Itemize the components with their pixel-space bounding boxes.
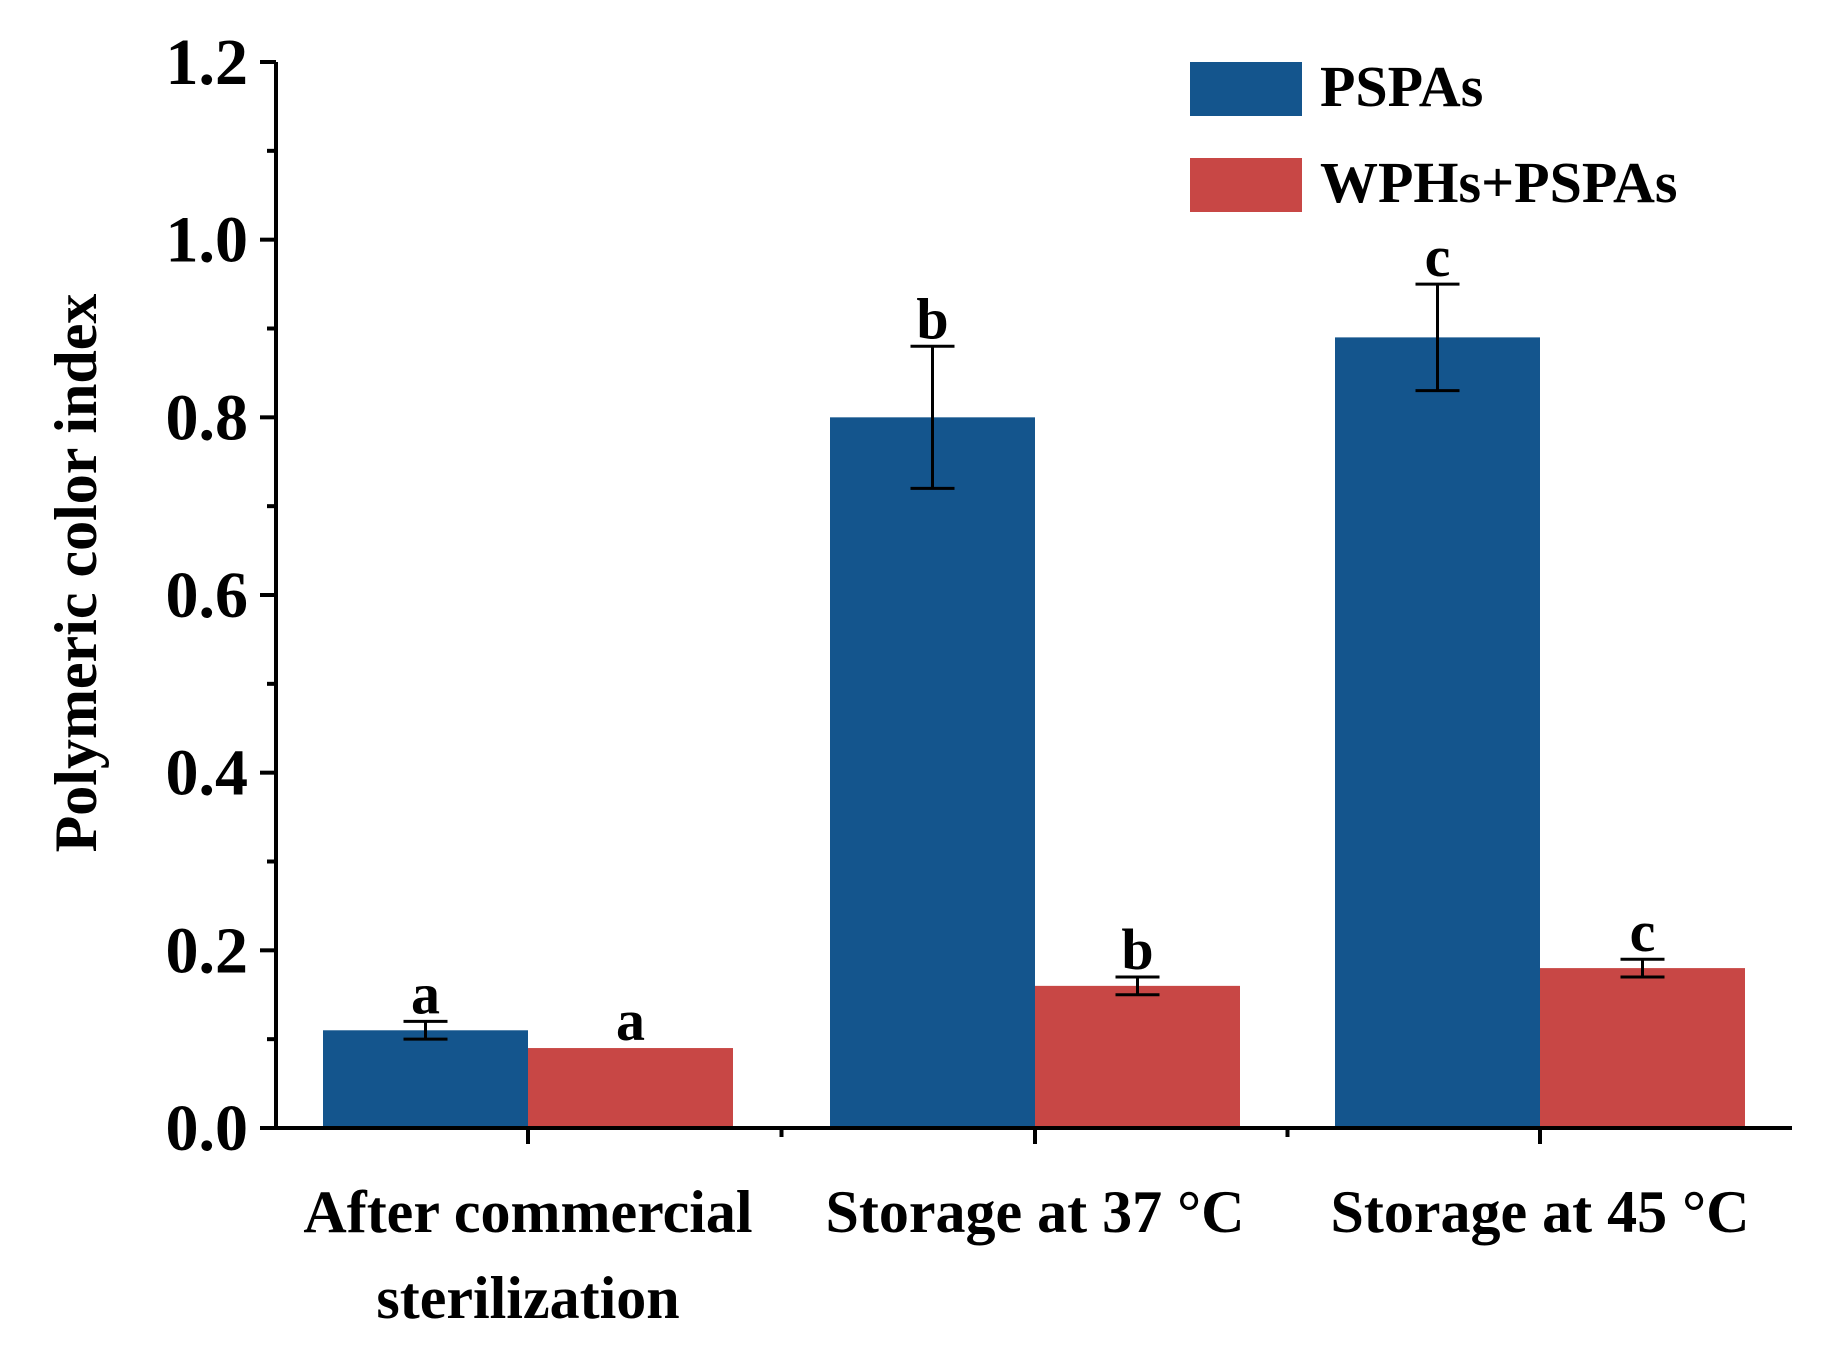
legend-item-0: PSPAs [1190, 54, 1483, 119]
bar-wphs-pspas-0 [528, 1048, 733, 1128]
significance-label: c [1425, 224, 1451, 289]
x-category-label: After commercial sterilization [303, 1179, 752, 1331]
legend-swatch [1190, 62, 1302, 116]
bar-wphs-pspas-1 [1035, 985, 1240, 1128]
y-tick-label: 1.2 [166, 26, 249, 99]
x-category-label: Storage at 37 °C [826, 1179, 1245, 1245]
significance-label: a [616, 988, 645, 1053]
y-axis-title: Polymeric color index [43, 294, 109, 853]
x-category-label-line: Storage at 37 °C [826, 1179, 1245, 1245]
significance-label: b [916, 286, 948, 351]
x-category-label-line: Storage at 45 °C [1331, 1179, 1750, 1245]
x-category-label-line: After commercial [303, 1179, 752, 1245]
significance-label: c [1630, 899, 1656, 964]
significance-label: a [411, 961, 440, 1026]
y-tick-label: 0.6 [166, 559, 249, 632]
legend-swatch [1190, 158, 1302, 212]
bar-wphs-pspas-2 [1540, 968, 1745, 1128]
legend-label: PSPAs [1320, 54, 1483, 119]
bar-pspas-0 [323, 1030, 528, 1128]
error-bar-0-0 [403, 1019, 448, 1041]
error-bar-1-1 [1115, 975, 1160, 997]
y-tick-label: 0.8 [166, 381, 249, 454]
legend-label: WPHs+PSPAs [1320, 150, 1677, 215]
bar-pspas-1 [830, 417, 1035, 1128]
legend-item-1: WPHs+PSPAs [1190, 150, 1677, 215]
y-tick-label: 0.0 [166, 1092, 249, 1165]
y-tick-label: 1.0 [166, 204, 249, 277]
error-bar-0-2 [1415, 282, 1460, 393]
x-category-label-line: sterilization [376, 1265, 679, 1331]
y-tick-label: 0.4 [166, 737, 249, 810]
bar-pspas-2 [1335, 337, 1540, 1129]
significance-label: b [1121, 917, 1153, 982]
error-bar-1-2 [1620, 957, 1665, 979]
x-category-label: Storage at 45 °C [1331, 1179, 1750, 1245]
y-tick-label: 0.2 [166, 914, 249, 987]
error-bar-0-1 [910, 344, 955, 490]
